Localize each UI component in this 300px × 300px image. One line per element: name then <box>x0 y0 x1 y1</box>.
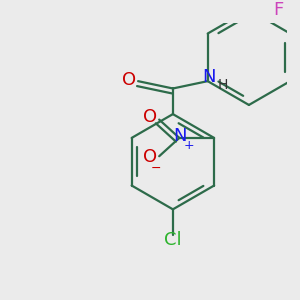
Text: F: F <box>273 1 283 19</box>
Text: −: − <box>150 162 161 175</box>
Text: H: H <box>217 78 227 92</box>
Text: O: O <box>122 71 136 89</box>
Text: N: N <box>173 127 187 145</box>
Text: +: + <box>184 139 195 152</box>
Text: O: O <box>143 148 157 166</box>
Text: N: N <box>202 68 215 86</box>
Text: O: O <box>143 108 157 126</box>
Text: Cl: Cl <box>164 230 182 248</box>
